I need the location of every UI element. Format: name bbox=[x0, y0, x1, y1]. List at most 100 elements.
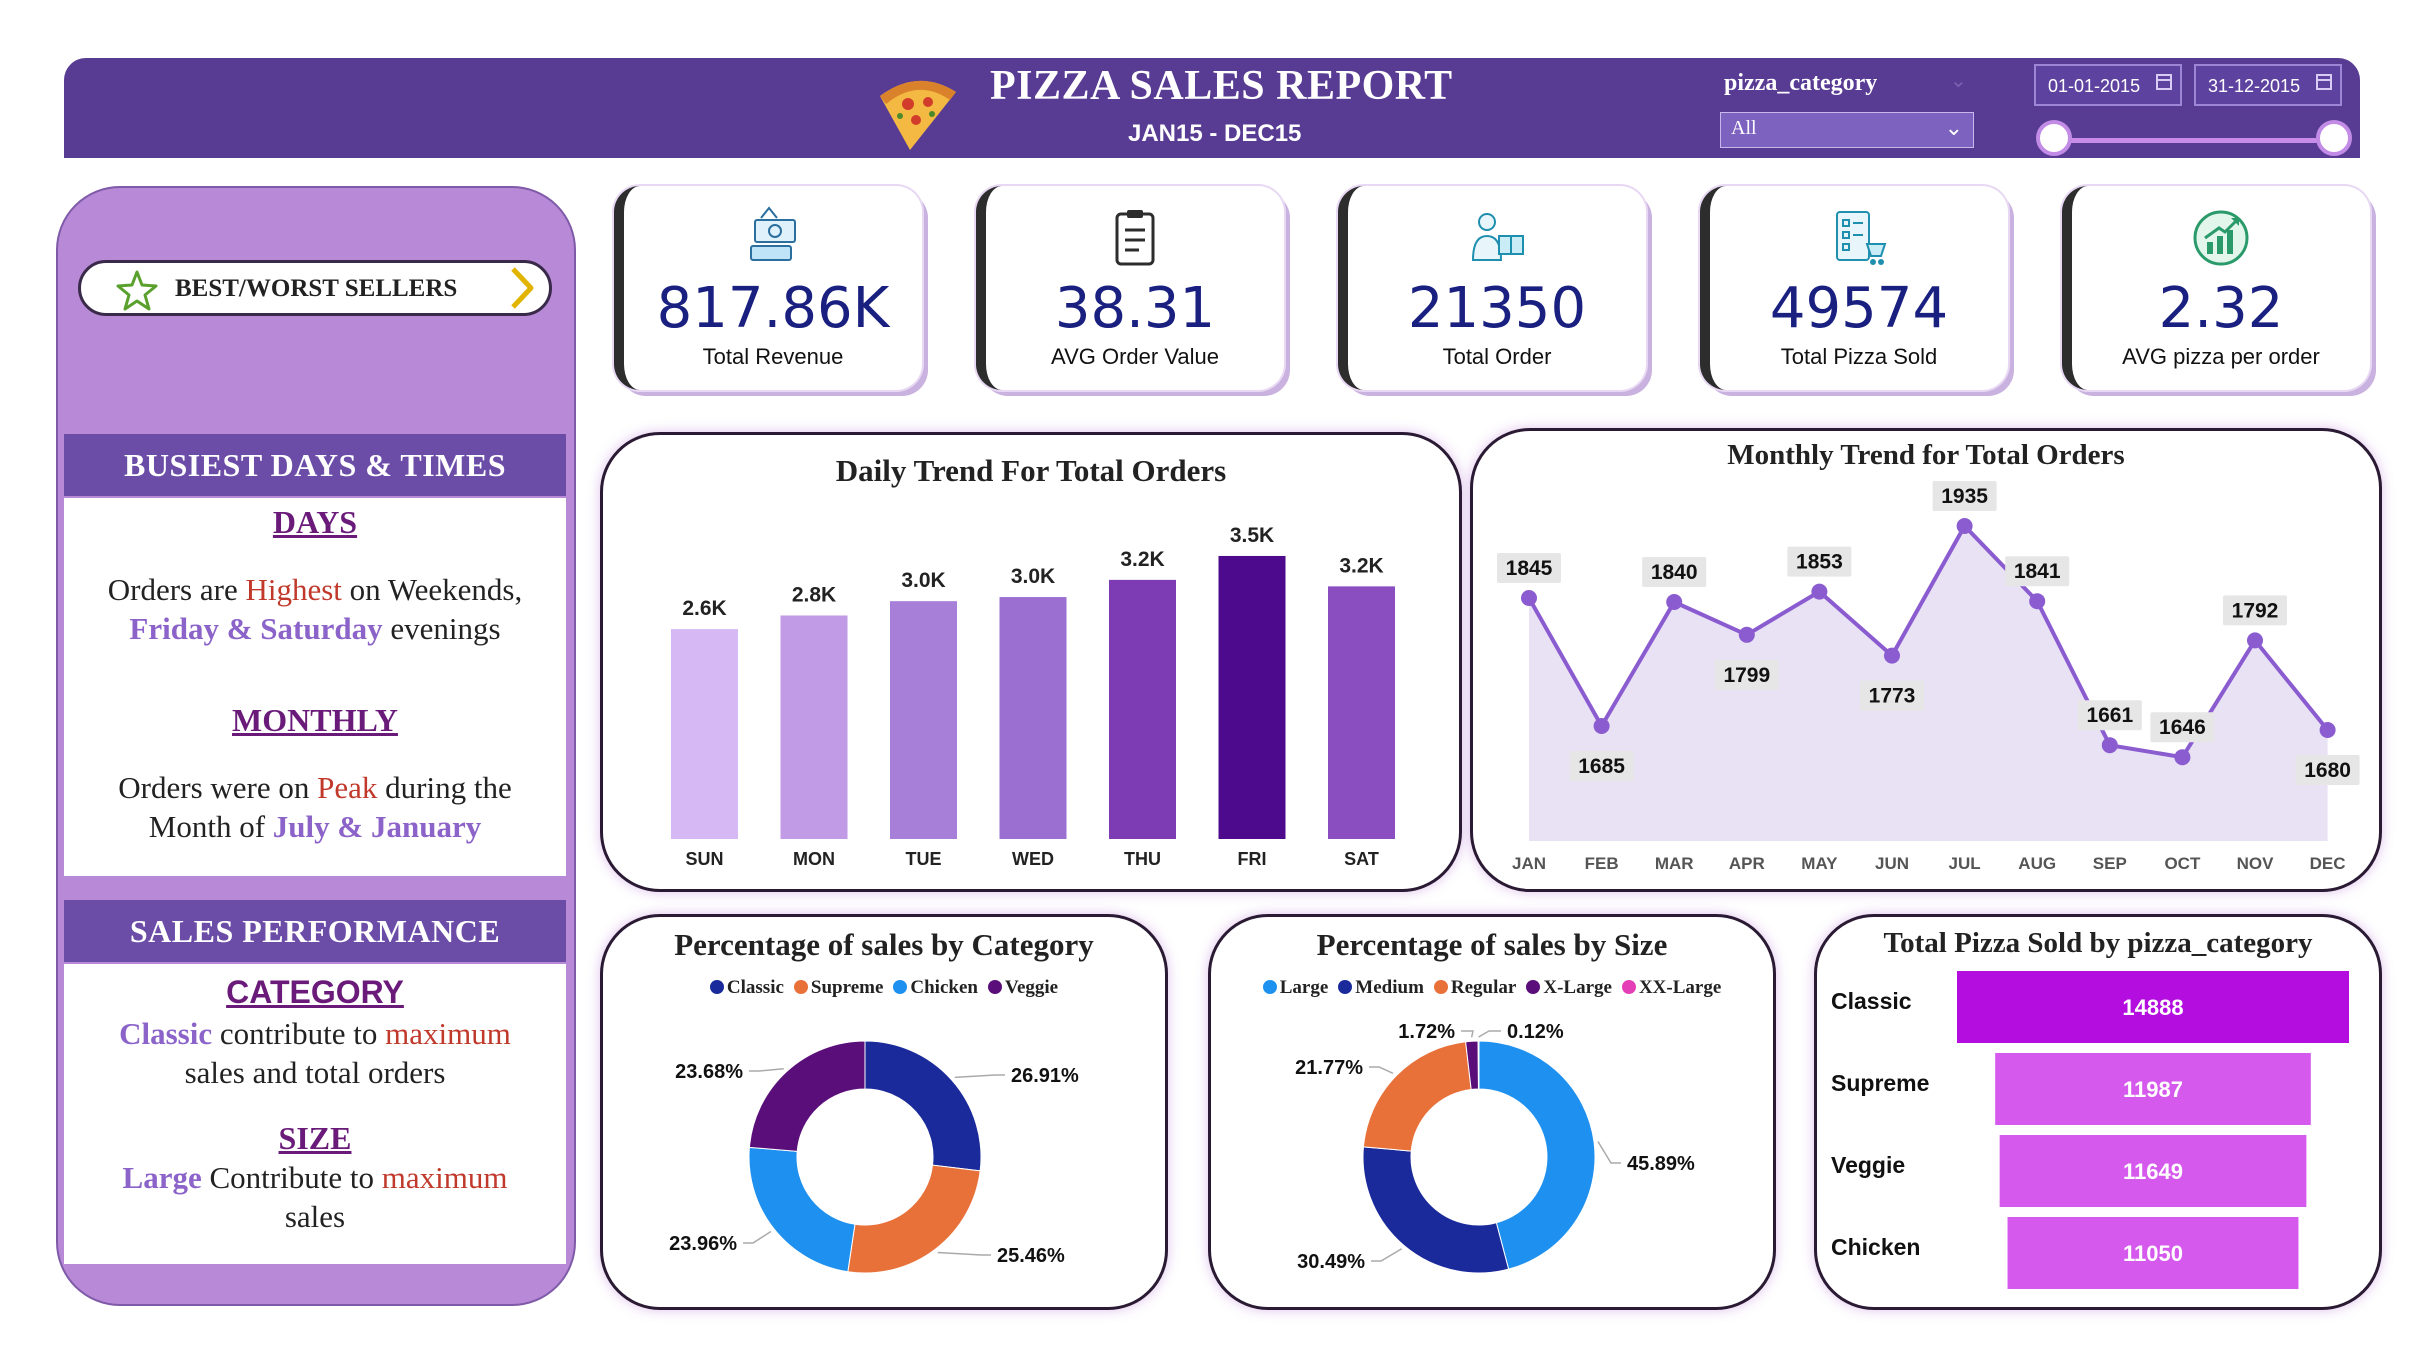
chart-legend: Classic Supreme Chicken Veggie bbox=[603, 977, 1165, 999]
data-label: 1799 bbox=[1723, 664, 1770, 687]
slice-regular bbox=[1362, 1041, 1472, 1152]
monthly-insight: Orders were on Peak during the Month of … bbox=[118, 770, 512, 844]
x-tick-label: JAN bbox=[1512, 854, 1546, 873]
x-tick-label: DEC bbox=[2310, 854, 2346, 873]
y-category-label: Veggie bbox=[1831, 1152, 1905, 1178]
x-tick-label: TUE bbox=[906, 849, 942, 869]
bar-thu bbox=[1109, 579, 1176, 839]
chart-title: Monthly Trend for Total Orders bbox=[1727, 439, 2125, 471]
size-insight: Large Contribute to maximum sales bbox=[122, 1160, 508, 1234]
kpi-label: Total Order bbox=[1442, 344, 1552, 369]
y-category-label: Chicken bbox=[1831, 1234, 1920, 1260]
x-tick-label: APR bbox=[1729, 854, 1765, 873]
category-donut-chart: 26.91% 25.46% 23.96% 23.68% bbox=[669, 1040, 1079, 1274]
data-label: 1661 bbox=[2086, 704, 2133, 727]
kpi-card-avg-pizza-per-order: 2.32 AVG pizza per order bbox=[2062, 186, 2370, 390]
kpi-card-avg-order-value: 38.31 AVG Order Value bbox=[976, 186, 1284, 390]
legend-item: Medium bbox=[1338, 977, 1424, 998]
legend-label: XX-Large bbox=[1638, 977, 1722, 998]
leader-line bbox=[1597, 1141, 1621, 1164]
data-label: 1845 bbox=[1506, 557, 1553, 580]
data-label: 1685 bbox=[1578, 755, 1625, 778]
report-period: JAN15 - DEC15 bbox=[1128, 120, 1302, 147]
data-label-bg bbox=[1714, 659, 1779, 690]
chevron-down-icon: ⌄ bbox=[1950, 70, 1967, 92]
data-point bbox=[2319, 722, 2336, 738]
data-label: 1853 bbox=[1796, 551, 1843, 574]
x-tick-label: FRI bbox=[1238, 849, 1267, 869]
bar-data-label: 3.0K bbox=[901, 569, 945, 592]
legend-swatch bbox=[793, 980, 808, 994]
kpi-label: AVG pizza per order bbox=[2122, 344, 2320, 369]
legend-label: Classic bbox=[726, 977, 784, 998]
start-date-value: 01-01-2015 bbox=[2048, 76, 2141, 96]
bar-data-label: 3.2K bbox=[1339, 554, 1383, 577]
data-point bbox=[1666, 594, 1683, 610]
data-label: 1841 bbox=[2014, 560, 2061, 583]
bar-data-label: 14888 bbox=[2122, 995, 2183, 1020]
kpi-card-total-order: 21350 Total Order bbox=[1338, 186, 1646, 390]
legend-item: XX-Large bbox=[1621, 977, 1722, 998]
slice-label: 21.77% bbox=[1295, 1057, 1363, 1079]
kpi-value: 817.86K bbox=[656, 276, 890, 341]
bar-data-label: 11649 bbox=[2123, 1159, 2183, 1184]
best-worst-sellers-button[interactable]: BEST/WORST SELLERS bbox=[78, 260, 552, 316]
data-point bbox=[1811, 583, 1828, 600]
chevron-down-icon: ⌄ bbox=[1944, 115, 1963, 140]
leader-line bbox=[1461, 1030, 1474, 1038]
sales-section-header: SALES PERFORMANCE bbox=[64, 900, 566, 962]
slice-label: 26.91% bbox=[1011, 1065, 1079, 1087]
monthly-trend-chart: 1845 JAN 1685 FEB 1840 MAR 1799 APR 1853 MAY 1773 J… bbox=[1497, 481, 2360, 873]
kpi-card-total-revenue: 817.86K Total Revenue bbox=[614, 186, 922, 390]
data-label-bg bbox=[2295, 755, 2360, 785]
kpi-value: 2.32 bbox=[2158, 276, 2284, 341]
slice-chicken bbox=[748, 1146, 856, 1273]
kpi-label: Total Revenue bbox=[702, 344, 844, 369]
bar-data-label: 3.0K bbox=[1011, 565, 1055, 588]
x-tick-label: SEP bbox=[2093, 854, 2127, 873]
legend-item: Regular bbox=[1433, 977, 1517, 998]
x-tick-label: JUN bbox=[1875, 854, 1909, 873]
leader-line bbox=[743, 1230, 772, 1244]
data-label-bg bbox=[1497, 553, 1561, 583]
kpi-value: 38.31 bbox=[1054, 276, 1216, 341]
data-label: 1840 bbox=[1651, 561, 1698, 584]
category-insight: Classic contribute to maximum sales and … bbox=[119, 1016, 511, 1090]
category-slicer-value: All bbox=[1731, 117, 1757, 139]
slice-label: 45.89% bbox=[1627, 1153, 1695, 1175]
pizza-sold-funnel-chart: 14888 Classic 11987 Supreme 11649 Veggie 11050… bbox=[1831, 971, 2349, 1289]
slice-label: 25.46% bbox=[997, 1245, 1065, 1267]
bar-data-label: 11987 bbox=[2123, 1077, 2183, 1102]
end-date-input[interactable]: 31-12-2015 bbox=[2194, 64, 2342, 106]
size-donut-chart: 45.89% 30.49% 21.77% 1.72% 0.12% bbox=[1295, 1021, 1695, 1274]
busiest-section-body: DAYS Orders are Highest on Weekends, Fri… bbox=[64, 498, 566, 876]
bar-wed bbox=[999, 597, 1067, 839]
slice-label: 1.72% bbox=[1398, 1021, 1455, 1043]
date-range-start-handle[interactable] bbox=[2036, 120, 2072, 156]
data-point bbox=[2101, 737, 2118, 754]
end-date-value: 31-12-2015 bbox=[2208, 76, 2301, 96]
delivery-icon bbox=[1471, 213, 1524, 261]
slice-veggie bbox=[748, 1040, 866, 1152]
data-label: 1646 bbox=[2159, 716, 2206, 739]
legend-item: X-Large bbox=[1526, 977, 1612, 998]
date-range-end-handle[interactable] bbox=[2316, 120, 2352, 156]
data-point bbox=[2029, 593, 2046, 610]
slice-label: 0.12% bbox=[1507, 1021, 1564, 1043]
x-tick-label: SAT bbox=[1344, 849, 1379, 869]
data-label: 1935 bbox=[1941, 485, 1988, 508]
legend-label: Regular bbox=[1450, 977, 1517, 998]
data-label-bg bbox=[1569, 751, 1634, 781]
kpi-label: Total Pizza Sold bbox=[1780, 344, 1938, 369]
data-point bbox=[1884, 647, 1900, 664]
data-point bbox=[1521, 590, 1537, 606]
monthly-heading: MONTHLY bbox=[232, 702, 398, 738]
kpi-value: 21350 bbox=[1407, 276, 1587, 341]
category-slicer-dropdown[interactable]: All ⌄ bbox=[1720, 112, 1974, 148]
leader-line bbox=[937, 1251, 991, 1256]
monthly-trend-card: Monthly Trend for Total Orders 1845 JAN 16… bbox=[1470, 428, 2382, 892]
data-label-bg bbox=[2223, 595, 2287, 626]
date-range-slider-track[interactable] bbox=[2050, 138, 2320, 143]
y-category-label: Supreme bbox=[1831, 1070, 1929, 1096]
start-date-input[interactable]: 01-01-2015 bbox=[2034, 64, 2182, 106]
